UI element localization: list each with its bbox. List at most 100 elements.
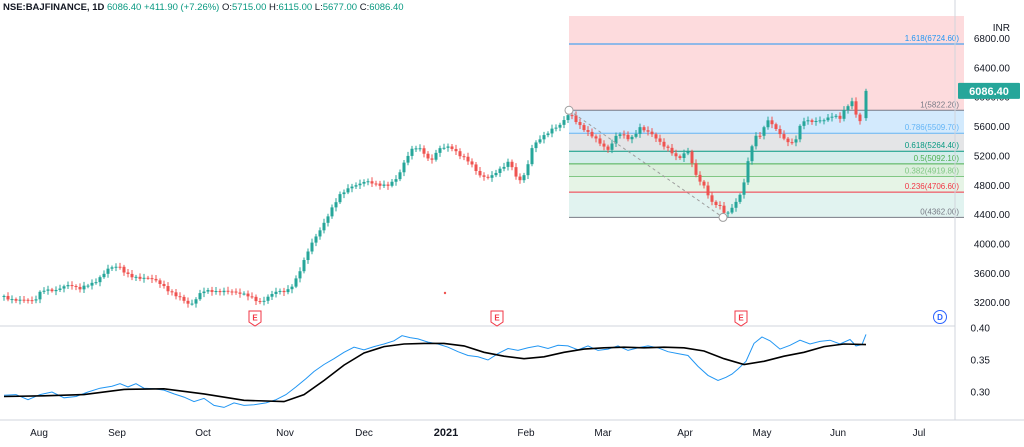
current-price-badge — [958, 82, 1020, 99]
indicator-tick-label: 0.40 — [971, 324, 991, 335]
candle-body — [622, 134, 626, 136]
dividend-label: D — [937, 313, 943, 322]
earnings-flag-label: E — [738, 314, 744, 323]
candle-body — [722, 205, 726, 213]
candle-body — [598, 138, 602, 144]
candle-body — [254, 296, 258, 302]
candle-body — [582, 125, 586, 131]
time-tick-label: Jun — [830, 428, 846, 439]
candle-body — [354, 185, 358, 187]
candle-body — [378, 183, 382, 186]
candle-body — [630, 136, 634, 140]
candle-body — [530, 148, 534, 165]
candle-body — [498, 168, 502, 173]
candle-body — [550, 128, 554, 134]
candle-body — [446, 146, 450, 148]
high-value: 6115.00 — [278, 2, 313, 13]
candle-body — [798, 125, 802, 140]
candle-body — [310, 242, 314, 252]
candle-body — [642, 127, 646, 131]
earnings-flag-label: E — [252, 314, 258, 323]
candle-body — [266, 296, 270, 301]
candle-body — [298, 271, 302, 279]
candle-body — [750, 146, 754, 162]
candle-body — [522, 175, 526, 181]
fib-anchor-end[interactable] — [718, 212, 728, 222]
candle-body — [342, 192, 346, 195]
price-axis[interactable]: INR 6800.006400.006000.005600.005200.004… — [954, 0, 1020, 420]
price-tick-label: 3200.00 — [974, 298, 1011, 309]
earnings-event-marker[interactable]: E — [490, 310, 504, 327]
candle-body — [738, 194, 742, 202]
candle-body — [614, 135, 618, 144]
currency-label: INR — [993, 23, 1010, 34]
time-axis[interactable]: Aug Sep Oct Nov Dec 2021 Feb Mar Apr May Jun Jul — [0, 419, 1024, 439]
candle-body — [126, 272, 130, 274]
candle-body — [90, 282, 94, 286]
symbol-legend[interactable]: NSE:BAJFINANCE, 1D 6086.40 +411.90 (+7.2… — [3, 1, 404, 14]
candle-body — [102, 273, 106, 278]
candle-body — [2, 295, 6, 297]
time-tick-label: Sep — [108, 428, 126, 439]
candle-body — [322, 222, 326, 231]
candle-body — [178, 296, 182, 298]
fib-band — [569, 192, 964, 218]
candle-body — [754, 135, 758, 147]
time-tick-label: Feb — [517, 428, 535, 439]
earnings-event-marker[interactable]: E — [734, 310, 748, 327]
candle-body — [194, 299, 198, 304]
fib-band — [569, 163, 964, 177]
candle-body — [198, 293, 202, 300]
current-price-label: 6086.40 — [969, 86, 1009, 98]
indicator-line — [3, 334, 867, 408]
candle-body — [350, 186, 354, 189]
candle-body — [426, 153, 430, 159]
candle-body — [730, 207, 734, 213]
earnings-event-marker[interactable]: E — [248, 310, 262, 327]
candle-body — [442, 147, 446, 149]
candle-body — [830, 116, 834, 118]
fibonacci-level-labels: 1.618(6724.60) 1(5822.20) 0.786(5509.70) 0.… — [905, 34, 960, 216]
candle-body — [574, 115, 578, 123]
candle-body — [690, 151, 694, 164]
candle-body — [490, 175, 494, 178]
candle-body — [386, 184, 390, 186]
candle-body — [50, 289, 54, 292]
fibonacci-trend-line[interactable] — [564, 105, 728, 222]
dividend-event-marker[interactable]: D — [933, 310, 947, 324]
candle-body — [578, 122, 582, 126]
candle-body — [66, 285, 70, 287]
candle-body — [278, 290, 282, 292]
candle-body — [670, 147, 674, 154]
fib-band — [569, 44, 964, 111]
candle-body — [106, 268, 110, 274]
candle-body — [82, 285, 86, 290]
candle-body — [634, 133, 638, 137]
candle-body — [110, 267, 114, 269]
candle-body — [214, 291, 218, 293]
candle-body — [98, 277, 102, 283]
candle-body — [306, 251, 310, 261]
candle-body — [410, 148, 414, 156]
candle-body — [666, 146, 670, 148]
candle-body — [54, 289, 58, 292]
price-tick-label: 4800.00 — [974, 181, 1011, 192]
candle-body — [70, 285, 74, 287]
candle-body — [706, 185, 710, 196]
candle-body — [562, 120, 566, 125]
candle-body — [438, 148, 442, 153]
candle-body — [506, 161, 510, 167]
candle-body — [478, 170, 482, 176]
candle-body — [786, 138, 790, 143]
fibonacci-retracement[interactable] — [569, 16, 964, 218]
candle-body — [434, 152, 438, 160]
candle-body — [518, 176, 522, 181]
candle-body — [674, 153, 678, 157]
time-tick-label: 2021 — [434, 427, 458, 439]
candle-body — [366, 181, 370, 183]
candle-body — [86, 285, 90, 287]
earnings-flag-icon — [734, 310, 748, 327]
fib-anchor-start[interactable] — [564, 105, 574, 115]
